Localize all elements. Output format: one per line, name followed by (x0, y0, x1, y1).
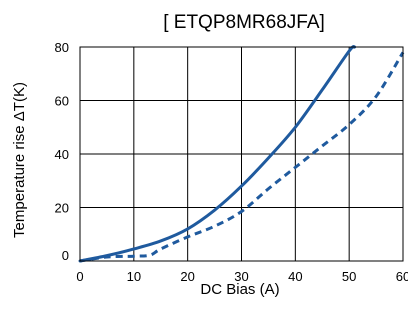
x-tick-label: 30 (234, 269, 248, 284)
y-tick-label: 40 (55, 147, 69, 162)
x-tick-label: 0 (76, 269, 83, 284)
x-tick-label: 60 (396, 269, 408, 284)
series-lines (78, 45, 405, 263)
x-tick-label: 10 (127, 269, 141, 284)
series-line-dashed (79, 51, 405, 263)
y-axis-label: Temperature rise ΔT(K) (11, 82, 28, 238)
series-line-solid (78, 45, 357, 263)
x-tick-label: 50 (342, 269, 356, 284)
grid (80, 47, 403, 261)
plot-frame (79, 46, 404, 262)
tick-labels: 0 10 20 30 40 50 60 0 20 40 60 80 (55, 40, 408, 284)
x-tick-label: 40 (288, 269, 302, 284)
y-tick-label: 60 (55, 94, 69, 109)
y-tick-label: 20 (55, 201, 69, 216)
x-tick-label: 20 (180, 269, 194, 284)
chart-title: [ ETQP8MR68JFA] (163, 12, 325, 33)
y-tick-label: 80 (55, 40, 69, 55)
y-tick-label: 0 (62, 248, 69, 263)
x-axis-label: DC Bias (A) (200, 281, 279, 298)
